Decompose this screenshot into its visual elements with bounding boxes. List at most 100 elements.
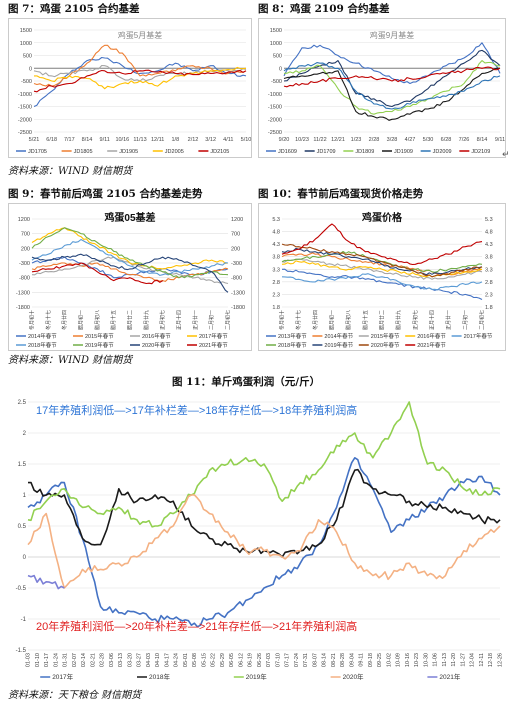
x-tick-label: 04-17 xyxy=(164,653,170,667)
x-tick-label: 10-16 xyxy=(405,653,411,667)
source-tianxia: 资料来源：天下粮仓 财信期货 xyxy=(8,690,142,701)
x-tick-label: 01-31 xyxy=(63,653,69,667)
y-tick-label-right: 2.8 xyxy=(485,280,493,286)
y-tick-label-right: -1300 xyxy=(231,290,245,296)
y-tick-label: 0 xyxy=(23,555,27,561)
source-wind-2: 资料来源：WIND 财信期货 xyxy=(8,355,133,366)
x-tick-label: 腊月十五 xyxy=(362,310,369,330)
x-tick-label: 10-23 xyxy=(414,653,420,667)
x-tick-label: 08-21 xyxy=(331,653,337,667)
y-tick-label: 2 xyxy=(23,431,27,437)
x-tick-label: 二月初一 xyxy=(462,310,469,330)
x-tick-label: 10-09 xyxy=(396,653,402,667)
fig10-svg: 5.3 5.3 4.8 4.8 4.3 4.3 3.8 3.8 3.3 3.3 2.8 2.8 2.3 2… xyxy=(258,203,506,351)
y-tick-label: 4.3 xyxy=(272,242,280,248)
x-tick-label: 08-14 xyxy=(322,653,328,667)
legend-label: JD1905 xyxy=(119,149,138,155)
y-tick-label: 1200 xyxy=(18,217,30,223)
x-tick-label: 09-25 xyxy=(377,653,383,667)
chart-border xyxy=(8,18,252,158)
y-tick-label: 1500 xyxy=(270,28,282,34)
y-tick-label-right: -800 xyxy=(231,276,242,282)
y-tick-label: 500 xyxy=(273,54,282,60)
y-tick-label-right: 4.3 xyxy=(485,242,493,248)
y-tick-label-right: 4.8 xyxy=(485,230,493,236)
y-tick-label: 3.3 xyxy=(272,267,280,273)
y-tick-label: -1800 xyxy=(16,305,30,311)
legend-label: JD2009 xyxy=(433,149,452,155)
x-tick-label: 03-27 xyxy=(137,653,143,667)
y-tick-label: -1 xyxy=(21,617,27,623)
y-tick-label: -300 xyxy=(19,261,30,267)
x-tick-label: 06-05 xyxy=(229,653,235,667)
x-tick-label: 07-24 xyxy=(294,653,300,667)
series-line-6 xyxy=(31,253,229,293)
series-line-6 xyxy=(281,247,483,276)
x-tick-label: 1/23 xyxy=(351,137,362,143)
legend-label: JD2105 xyxy=(210,149,229,155)
x-tick-label: 12/21 xyxy=(331,137,345,143)
y-tick-label: -2500 xyxy=(18,130,32,136)
x-tick-label: 04-24 xyxy=(174,653,180,667)
x-tick-label: 冬月廿四 xyxy=(61,310,68,330)
y-tick-label-right: 3.3 xyxy=(485,267,493,273)
x-tick-label: 05-01 xyxy=(183,653,189,667)
series-line-2 xyxy=(283,60,501,115)
x-tick-label: 腊月廿九 xyxy=(143,310,150,330)
series-line-3 xyxy=(34,66,247,90)
x-tick-label: 05-29 xyxy=(220,653,226,667)
x-tick-label: 腊月初一 xyxy=(78,310,85,330)
fig11-caption: 图 11：单斤鸡蛋利润（元/斤） xyxy=(172,376,321,388)
fig10-chart: 5.3 5.3 4.8 4.8 4.3 4.3 3.8 3.8 3.3 3.3 2.8 2.8 2.3 2… xyxy=(258,203,506,351)
x-tick-label: 04-10 xyxy=(155,653,161,667)
legend-label: JD1705 xyxy=(28,149,47,155)
x-tick-label: 5/10 xyxy=(241,137,252,143)
x-tick-label: 07-03 xyxy=(266,653,272,667)
y-tick-label-right: 200 xyxy=(231,246,240,252)
series-line-3 xyxy=(27,494,501,589)
y-tick-label: 2.5 xyxy=(18,400,27,406)
series-line-4 xyxy=(281,273,483,291)
series-line-2 xyxy=(27,401,501,528)
series-line-5 xyxy=(31,227,229,279)
x-tick-label: 4/27 xyxy=(405,137,416,143)
x-tick-label: 3/28 xyxy=(387,137,398,143)
x-tick-label: 8/14 xyxy=(82,137,93,143)
legend-label: JD1809 xyxy=(355,149,374,155)
legend-label: 2020年 xyxy=(343,672,364,681)
legend-label: 2021年春节 xyxy=(417,341,446,349)
x-tick-label: 10/16 xyxy=(115,137,129,143)
x-tick-label: 冬月廿四 xyxy=(312,310,319,330)
x-tick-label: 正月十四 xyxy=(176,310,183,330)
fig8-svg: 1500 1000 500 0 -500 -1000 -1500 -2000 -25009/20… xyxy=(258,18,506,158)
x-tick-label: 冬月十七 xyxy=(295,310,302,330)
y-tick-label: 1000 xyxy=(20,41,32,47)
y-tick-label: -1300 xyxy=(16,290,30,296)
y-tick-label: 3.8 xyxy=(272,255,280,261)
x-tick-label: 11-27 xyxy=(460,653,466,667)
x-tick-label: 07-10 xyxy=(275,653,281,667)
y-tick-label: 1 xyxy=(23,493,27,499)
legend-label: JD2109 xyxy=(471,149,490,155)
series-line-8 xyxy=(281,223,483,266)
x-tick-label: 11/22 xyxy=(313,137,326,143)
fig9-svg: 1200 1200 700 700 200 200 -300 -300 -800 -800 -130… xyxy=(8,203,252,351)
x-tick-label: 07-17 xyxy=(285,653,291,667)
x-tick-label: 9/11 xyxy=(100,137,110,143)
legend-label: 2015年春节 xyxy=(371,332,400,340)
x-tick-label: 7/26 xyxy=(459,137,470,143)
y-tick-label: -1000 xyxy=(268,92,282,98)
x-tick-label: 06-19 xyxy=(248,653,254,667)
x-tick-label: 正月初七 xyxy=(159,310,166,330)
legend-label: 2018年春节 xyxy=(28,341,57,349)
x-tick-label: 二月初七 xyxy=(479,310,486,330)
series-line-0 xyxy=(281,268,483,300)
legend-label: 2017年春节 xyxy=(464,332,493,340)
x-tick-label: 6/18 xyxy=(46,137,57,143)
series-line-3 xyxy=(283,67,501,121)
y-tick-label: -2000 xyxy=(268,117,282,123)
x-tick-label: 8/14 xyxy=(477,137,488,143)
fig10-caption: 图 10：春节前后鸡蛋现货价格走势 xyxy=(258,188,424,200)
x-tick-label: 02-28 xyxy=(100,653,106,667)
y-tick-label-right: -1800 xyxy=(231,305,245,311)
